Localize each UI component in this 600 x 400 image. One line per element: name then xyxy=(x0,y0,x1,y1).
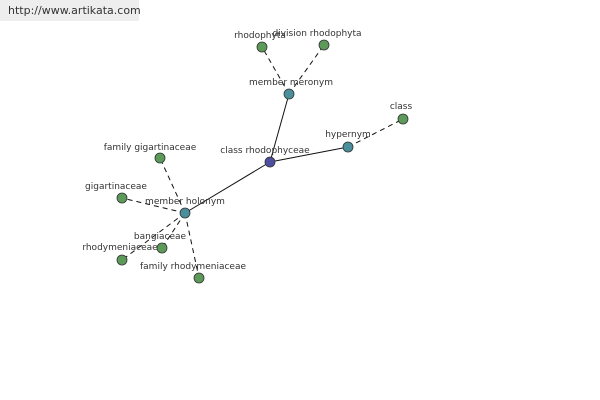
dashed-edge xyxy=(288,44,325,95)
node xyxy=(179,207,191,219)
dashed-edge xyxy=(261,46,290,95)
node-label: hypernym xyxy=(325,130,371,140)
dashed-edge xyxy=(121,197,186,214)
node xyxy=(116,192,128,204)
node-label: class rhodophyceae xyxy=(220,146,310,156)
dashed-edge xyxy=(159,157,186,214)
dashed-edge xyxy=(184,212,200,279)
node-label: family rhodymeniaceae xyxy=(140,262,246,272)
edge xyxy=(269,93,290,163)
node xyxy=(283,88,295,100)
dashed-edge xyxy=(161,212,186,249)
node-label: rhodophyta xyxy=(234,31,286,41)
node xyxy=(318,39,330,51)
edge xyxy=(184,161,271,214)
node-label: family gigartinaceae xyxy=(104,143,197,153)
node-label: member meronym xyxy=(249,78,333,88)
node-label: division rhodophyta xyxy=(272,29,361,39)
node-label: class xyxy=(390,102,413,112)
dashed-edge xyxy=(121,212,186,261)
node xyxy=(397,113,409,125)
node xyxy=(264,156,276,168)
node xyxy=(342,141,354,153)
site-url[interactable]: http://www.artikata.com xyxy=(0,0,141,21)
node-label: bangiaceae xyxy=(134,232,187,242)
node xyxy=(256,41,268,53)
node-label: rhodymeniaceae xyxy=(82,243,158,253)
node-label: member holonym xyxy=(145,197,225,207)
node xyxy=(116,254,128,266)
node xyxy=(193,272,205,284)
node xyxy=(154,152,166,164)
edge xyxy=(269,146,349,163)
dashed-edge xyxy=(347,118,404,148)
node xyxy=(156,242,168,254)
node-label: gigartinaceae xyxy=(85,182,147,192)
